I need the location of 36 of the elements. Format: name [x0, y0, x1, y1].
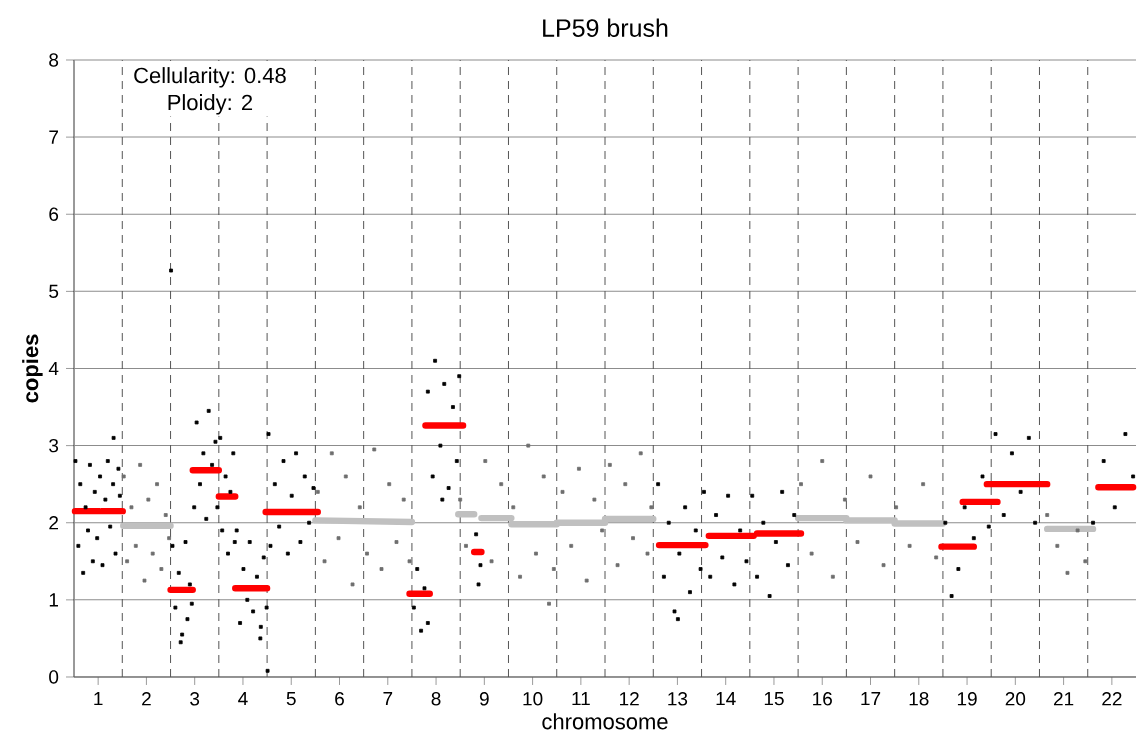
x-tick-label: 3 [190, 692, 200, 706]
x-tick-label: 18 [909, 692, 929, 706]
x-tick-label: 8 [431, 692, 441, 706]
y-tick-label: 0 [49, 670, 59, 684]
x-tick-label: 12 [620, 692, 639, 706]
x-tick-label: 17 [861, 692, 881, 706]
x-tick-label: 2 [142, 692, 151, 706]
y-tick-label: 2 [49, 516, 58, 530]
x-tick-label: 16 [813, 692, 832, 706]
y-tick-label: 7 [49, 130, 58, 144]
y-tick-label: 1 [49, 593, 58, 607]
x-tick-label: 19 [957, 692, 977, 706]
x-tick-label: 21 [1053, 692, 1074, 706]
x-tick-label: 1 [94, 692, 103, 706]
x-tick-label: 10 [523, 692, 543, 706]
x-tick-label: 7 [383, 692, 393, 706]
x-axis-title: chromosome [542, 713, 668, 730]
x-tick-label: 9 [479, 692, 489, 706]
x-tick-label: 4 [238, 692, 248, 706]
y-tick-label: 5 [49, 284, 59, 298]
y-tick-label: 8 [49, 53, 59, 67]
x-tick-label: 13 [668, 692, 688, 706]
x-tick-label: 6 [335, 692, 344, 706]
annotation: Cellularity: 0.48 [134, 67, 286, 88]
x-tick-label: 14 [716, 692, 736, 706]
y-tick-label: 4 [48, 361, 59, 376]
y-axis-title: copies [22, 334, 43, 403]
annotation: Ploidy: 2 [168, 94, 253, 115]
chart-title: LP59 brush [543, 18, 668, 37]
y-tick-label: 3 [49, 438, 59, 453]
y-tick-label: 6 [49, 207, 59, 221]
x-tick-label: 5 [286, 692, 296, 706]
x-tick-label: 15 [764, 692, 784, 706]
x-tick-label: 22 [1102, 692, 1122, 706]
x-tick-label: 11 [572, 692, 590, 706]
x-tick-label: 20 [1005, 692, 1026, 706]
